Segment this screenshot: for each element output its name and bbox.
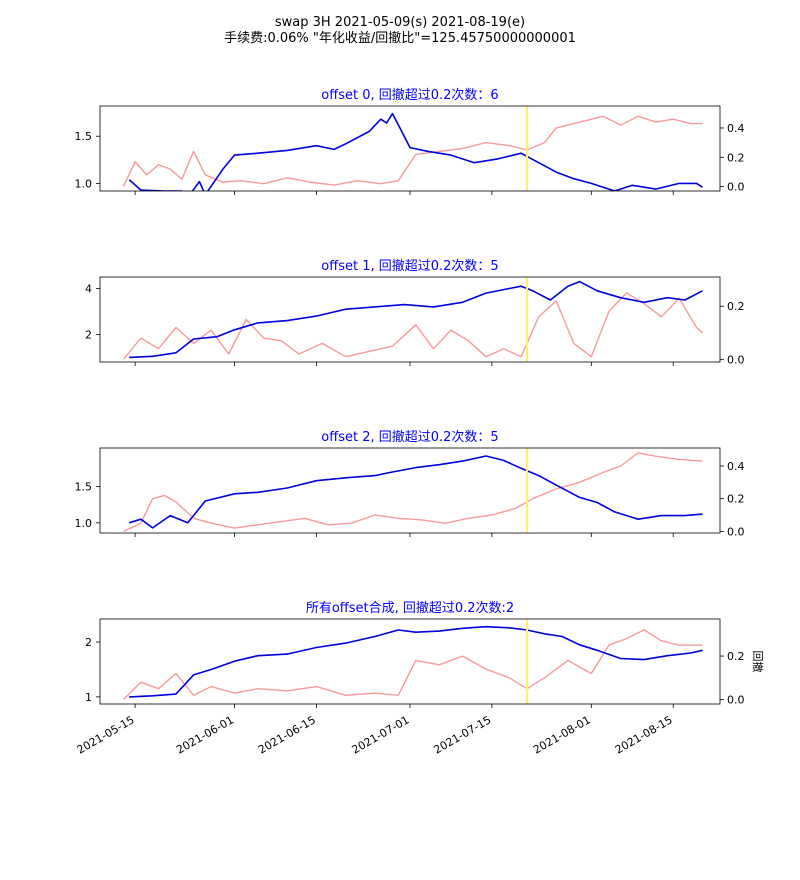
- left-tick-label: 1.0: [75, 517, 93, 530]
- equity-curve: [129, 625, 703, 698]
- drawdown-curve: [122, 292, 703, 360]
- axes-frame: [99, 276, 721, 363]
- right-tick-label: 0.0: [727, 353, 745, 366]
- x-tick-label: 2021-07-01: [350, 713, 412, 756]
- figure-title: swap 3H 2021-05-09(s) 2021-08-19(e): [275, 15, 525, 30]
- panel-title: offset 1, 回撤超过0.2次数：5: [321, 258, 498, 274]
- right-tick-label: 0.0: [727, 694, 745, 707]
- drawdown-curve: [122, 115, 703, 187]
- right-tick-label: 0.2: [727, 650, 745, 663]
- right-tick-label: 0.0: [727, 181, 745, 194]
- drawdown-curve: [122, 629, 703, 701]
- plot-area: [122, 277, 703, 362]
- panel-title: offset 0, 回撤超过0.2次数：6: [321, 87, 498, 103]
- left-tick-label: 1.5: [75, 130, 93, 143]
- x-tick-label: 2021-08-15: [613, 713, 675, 756]
- chart-panel-3: 所有offset合成, 回撤超过0.2次数:2 1 2 0.0 0.2 回撤: [85, 600, 765, 708]
- right-tick-label: 0.0: [727, 525, 745, 538]
- plot-area: [123, 448, 703, 533]
- left-tick-label: 2: [85, 636, 92, 649]
- right-axis-label: 回撤: [751, 651, 765, 673]
- right-tick-label: 0.4: [727, 122, 745, 135]
- right-tick-label: 0.2: [727, 493, 745, 506]
- plot-area: [122, 619, 703, 704]
- panel-title: 所有offset合成, 回撤超过0.2次数:2: [306, 600, 514, 616]
- left-tick-label: 4: [85, 282, 92, 295]
- equity-curve: [129, 280, 703, 359]
- right-tick-label: 0.2: [727, 151, 745, 164]
- x-tick-label: 2021-06-15: [256, 713, 318, 756]
- drawdown-curve: [123, 452, 703, 533]
- x-tick-label: 2021-07-15: [432, 713, 494, 756]
- panels: offset 0, 回撤超过0.2次数：61.01.50.00.20.4offs…: [75, 87, 765, 708]
- chart-panel-1: offset 1, 回撤超过0.2次数：5 2 4 0.0 0.2: [85, 258, 745, 366]
- x-tick-label: 2021-08-01: [531, 713, 593, 756]
- right-tick-label: 0.2: [727, 300, 745, 313]
- x-axis: 2021-05-15 2021-06-01 2021-06-15 2021-07-01…: [75, 713, 675, 756]
- left-tick-label: 2: [85, 328, 92, 341]
- panel-title: offset 2, 回撤超过0.2次数：5: [321, 429, 498, 445]
- left-tick-label: 1.5: [75, 481, 93, 494]
- right-tick-label: 0.4: [727, 460, 745, 473]
- left-tick-label: 1: [85, 691, 92, 704]
- equity-curve: [128, 455, 703, 529]
- chart-panel-2: offset 2, 回撤超过0.2次数：5 1.0 1.5 0.0 0.2 0.4: [75, 429, 745, 538]
- chart-panel-0: offset 0, 回撤超过0.2次数：6 1.0 1.5 0.0 0.2 0.4: [75, 87, 745, 195]
- left-tick-label: 1.0: [75, 177, 93, 190]
- x-tick-label: 2021-05-15: [75, 713, 137, 756]
- axes-frame: [99, 105, 721, 192]
- equity-curve: [128, 112, 703, 191]
- x-tick-label: 2021-06-01: [174, 713, 236, 756]
- plot-area: [122, 106, 703, 191]
- figure-subtitle: 手续费:0.06% "年化收益/回撤比"=125.45750000000001: [224, 30, 576, 46]
